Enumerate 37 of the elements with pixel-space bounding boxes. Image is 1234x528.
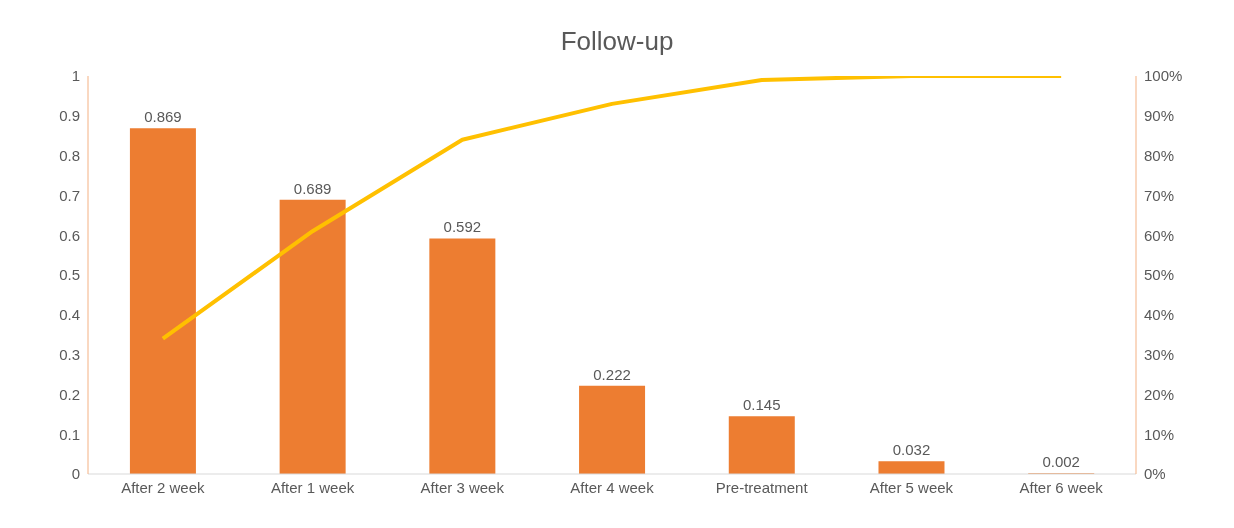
y2-tick-label: 60% bbox=[1144, 226, 1175, 244]
y2-tick-label: 50% bbox=[1144, 266, 1175, 284]
y-tick-label: 0.8 bbox=[59, 146, 80, 164]
y2-tick-label: 90% bbox=[1144, 107, 1175, 125]
y2-tick-label: 70% bbox=[1144, 186, 1175, 204]
data-label: 0.032 bbox=[892, 441, 931, 459]
data-label: 0.002 bbox=[1042, 453, 1080, 471]
y-tick-label: 0.2 bbox=[59, 385, 80, 403]
x-tick-label: After 4 week bbox=[570, 478, 655, 496]
y-tick-label: 0.9 bbox=[59, 107, 80, 125]
data-label: 0.145 bbox=[743, 396, 781, 414]
x-tick-label: After 3 week bbox=[420, 478, 505, 496]
x-tick-label: After 5 week bbox=[869, 478, 954, 496]
y2-tick-label: 0% bbox=[1144, 465, 1166, 483]
y-tick-label: 0.3 bbox=[59, 345, 80, 363]
y2-tick-label: 40% bbox=[1144, 306, 1175, 324]
y2-tick-label: 80% bbox=[1144, 146, 1175, 164]
data-label: 0.222 bbox=[593, 365, 631, 383]
x-tick-label: After 6 week bbox=[1019, 478, 1104, 496]
y2-tick-label: 100% bbox=[1144, 67, 1183, 85]
data-label: 0.689 bbox=[293, 179, 332, 197]
x-tick-label: Pre-treatment bbox=[715, 478, 809, 496]
y-tick-label: 0.7 bbox=[59, 186, 80, 204]
y-tick-label: 1 bbox=[71, 67, 80, 85]
x-tick-label: After 2 week bbox=[121, 478, 206, 496]
y-tick-label: 0.5 bbox=[59, 266, 80, 284]
chart-title: Follow-up bbox=[559, 25, 675, 58]
data-label: 0.592 bbox=[443, 218, 482, 236]
y2-tick-label: 10% bbox=[1144, 425, 1175, 443]
y-tick-label: 0 bbox=[71, 465, 80, 483]
y-tick-label: 0.1 bbox=[59, 425, 80, 443]
x-tick-label: After 1 week bbox=[270, 478, 355, 496]
y-tick-label: 0.4 bbox=[59, 306, 80, 324]
y-tick-label: 0.6 bbox=[59, 226, 80, 244]
data-label: 0.869 bbox=[144, 108, 182, 126]
y2-tick-label: 30% bbox=[1144, 345, 1175, 363]
y2-tick-label: 20% bbox=[1144, 385, 1175, 403]
